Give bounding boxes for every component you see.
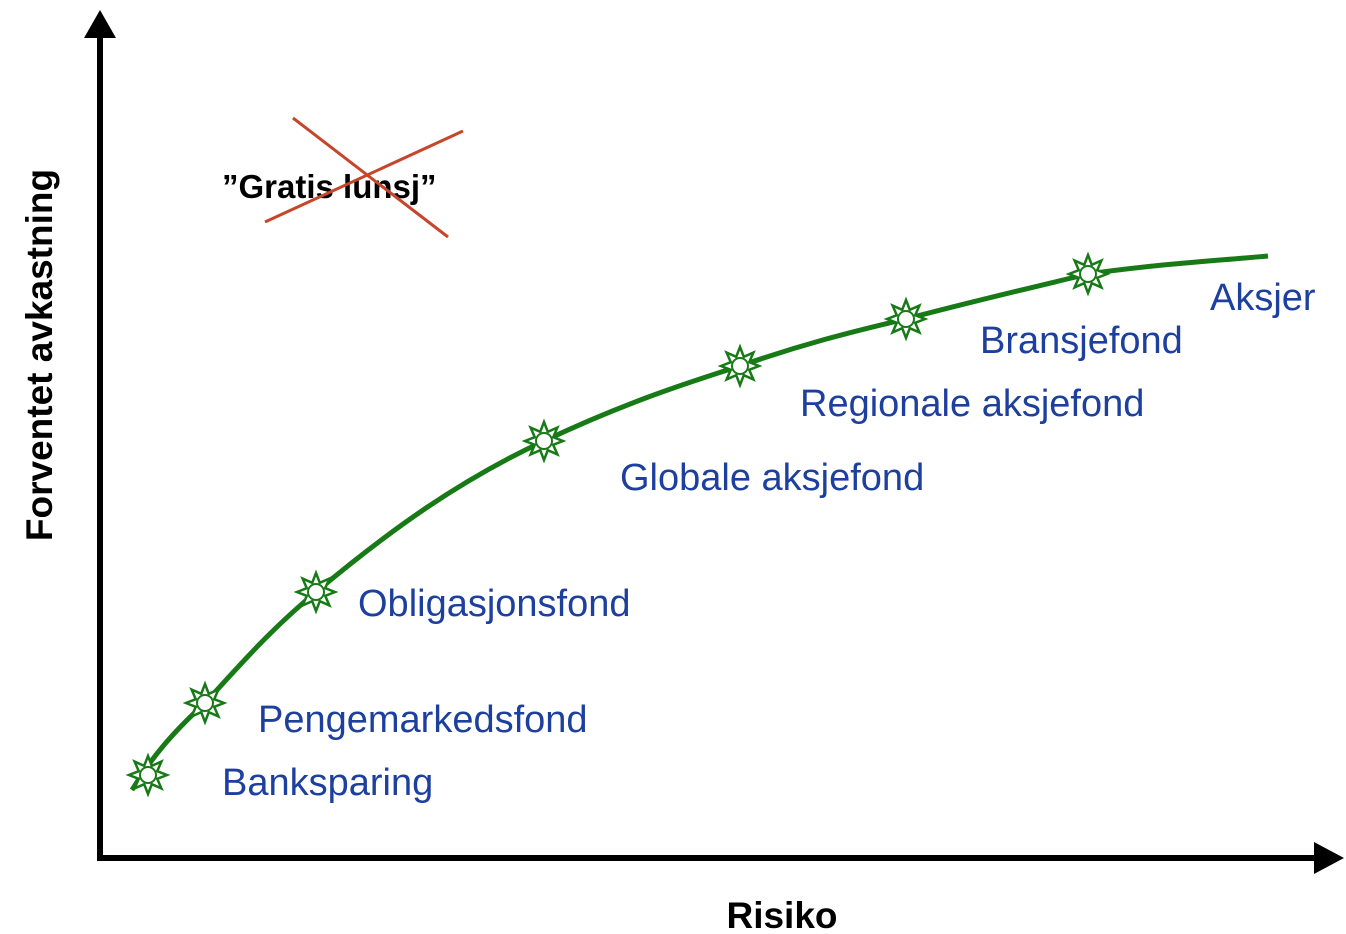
y-axis-arrow xyxy=(84,10,116,38)
marker-dot xyxy=(731,357,749,375)
node-label: Pengemarkedsfond xyxy=(258,699,588,741)
x-axis-arrow xyxy=(1314,842,1344,874)
marker-dot xyxy=(196,694,214,712)
marker-dot xyxy=(139,766,157,784)
marker-dot xyxy=(307,583,325,601)
node-label: Globale aksjefond xyxy=(620,457,924,499)
node-label: Banksparing xyxy=(222,762,433,804)
node-label: Aksjer xyxy=(1210,277,1316,319)
node-label: Obligasjonsfond xyxy=(358,583,631,625)
marker-dot xyxy=(897,310,915,328)
marker-dot xyxy=(1079,265,1097,283)
cross-line xyxy=(264,129,464,224)
cross-line xyxy=(292,116,449,239)
marker-dot xyxy=(535,432,553,450)
frontier-curve xyxy=(129,253,1269,792)
node-label: Bransjefond xyxy=(980,320,1183,362)
x-axis-title: Risiko xyxy=(726,895,837,934)
y-axis-title: Forventet avkastning xyxy=(19,169,60,541)
node-label: Regionale aksjefond xyxy=(800,383,1144,425)
annotation: ”Gratis lunsj” xyxy=(222,168,437,205)
